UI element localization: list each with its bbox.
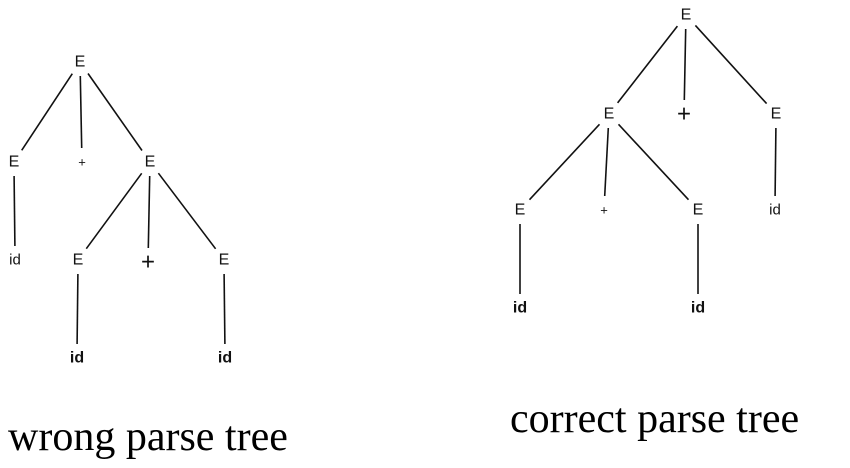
tree-edge-w1-w4: [13, 175, 16, 247]
tree-node-w0: E: [75, 54, 86, 71]
tree-edge-c0-c2: [683, 28, 687, 101]
tree-node-c4: E: [515, 202, 526, 219]
tree-edge-c0-c1: [616, 25, 679, 104]
tree-node-c2: +: [677, 101, 691, 128]
tree-node-c3: E: [771, 106, 782, 123]
edges-layer: [13, 24, 777, 345]
tree-edge-c1-c5: [603, 127, 610, 197]
tree-node-w6: +: [141, 249, 155, 276]
tree-node-w5: E: [73, 252, 84, 269]
tree-edge-w3-w5: [85, 172, 143, 250]
tree-edge-w7-w9: [223, 273, 226, 345]
tree-node-w8: id: [70, 350, 84, 367]
tree-edge-w0-w3: [87, 73, 143, 151]
tree-node-w4: id: [9, 252, 21, 269]
tree-node-c8: id: [513, 300, 527, 317]
tree-edge-w3-w6: [147, 175, 151, 249]
tree-node-c9: id: [691, 300, 705, 317]
tree-node-c7: id: [769, 202, 781, 219]
tree-edge-c0-c3: [694, 24, 768, 105]
tree-node-c0: E: [681, 7, 692, 24]
tree-edge-w3-w7: [157, 172, 217, 250]
tree-edge-c3-c7: [774, 127, 777, 197]
tree-node-w7: E: [219, 252, 230, 269]
tree-edge-w0-w2: [79, 75, 83, 149]
tree-node-w9: id: [218, 350, 232, 367]
caption-correct-parse-tree: correct parse tree: [510, 396, 799, 442]
tree-edge-c1-c6: [617, 123, 690, 201]
tree-node-c1: E: [604, 106, 615, 123]
tree-node-c6: E: [693, 202, 704, 219]
tree-node-w3: E: [145, 154, 156, 171]
tree-edge-c1-c4: [528, 123, 601, 201]
tree-edge-w5-w8: [76, 273, 79, 345]
tree-node-w1: E: [9, 154, 20, 171]
tree-edge-w0-w1: [21, 73, 73, 151]
tree-node-c5: +: [600, 203, 608, 218]
caption-wrong-parse-tree: wrong parse tree: [8, 414, 288, 460]
tree-node-w2: +: [78, 155, 86, 170]
